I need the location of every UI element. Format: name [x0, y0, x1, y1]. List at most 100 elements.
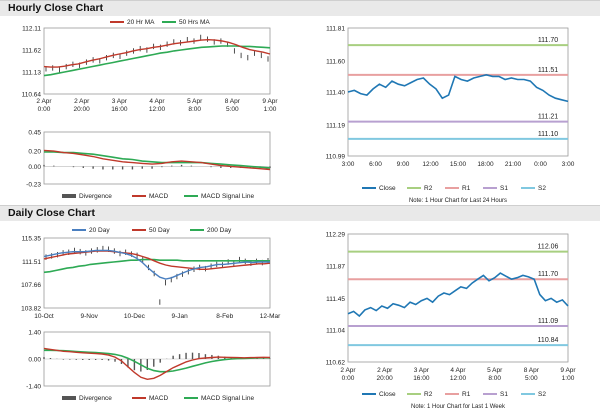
hourly-price-ma-chart: 112.11 111.62 111.13 110.64 20 Hr MA 50 Hrs M…: [22, 19, 279, 113]
levels-y-tick: 112.29: [326, 232, 346, 239]
hourly-macd-y-tick: 0.00: [28, 164, 41, 171]
legend-signal-label: MACD Signal Line: [201, 193, 254, 200]
daily-price-y-tick: 103.82: [21, 306, 41, 313]
hourly-macd-y-tick: 0.45: [28, 130, 41, 137]
signal-line: [44, 151, 271, 169]
hourly-macd-y-tick: -0.23: [26, 182, 41, 189]
daily-macd-y-tick: 0.00: [28, 357, 41, 364]
ma20-line: [43, 249, 270, 280]
legend-divergence-label: Divergence: [79, 395, 112, 402]
ma50-line: [43, 45, 271, 77]
plot-frame: [43, 237, 271, 309]
legend-divergence-swatch: [62, 194, 76, 198]
daily-price-y-tick: 115.35: [22, 236, 42, 243]
plot-frame: [347, 27, 569, 157]
hourly-price-x-tick: 2 Apr 20:00: [74, 98, 91, 113]
legend-r1-label: R1: [462, 391, 471, 398]
chart-note: Note: 1 Hour Chart for Last 24 Hours: [409, 198, 507, 204]
daily-price-ma-chart: 115.35 111.51 107.66 103.82 20 Day 50 Day 200 …: [21, 227, 281, 320]
hourly-levels-chart: 111.81 111.60 111.40 111.19 110.99 111.70 111.…: [326, 26, 575, 205]
daily-price-x-tick: 10-Dec: [124, 313, 146, 320]
daily-macd-y-tick: 1.40: [28, 330, 41, 337]
levels-y-tick: 111.45: [326, 296, 345, 303]
hourly-price-y-tick: 111.62: [22, 48, 41, 55]
daily-section-bar: [0, 205, 600, 221]
legend-r2-label: R2: [424, 391, 433, 398]
legend-macd-label: MACD: [149, 395, 168, 402]
hourly-price-x-tick: 3 Apr 16:00: [111, 98, 128, 113]
close-line: [347, 73, 569, 103]
levels-x-tick: 3 Apr 16:00: [413, 367, 430, 382]
levels-y-tick: 111.81: [326, 26, 345, 33]
level-r2-label: 111.70: [538, 37, 558, 44]
hourly-section-bar: [0, 0, 600, 16]
legend-s1-label: S1: [500, 391, 508, 398]
chart-note: Note: 1 Hour Chart for Last 1 Week: [411, 404, 506, 410]
legend-20day-label: 20 Day: [89, 227, 110, 234]
daily-price-x-tick: 12-Mar: [260, 313, 281, 320]
macd-line: [43, 347, 271, 381]
hourly-price-x-tick: 2 Apr 0:00: [36, 98, 52, 113]
daily-section-title: Daily Close Chart: [8, 207, 95, 219]
levels-x-tick: 21:00: [505, 161, 522, 168]
levels-x-tick: 2 Apr 20:00: [377, 367, 394, 382]
ma50-line: [43, 250, 271, 270]
hourly-price-y-tick: 112.11: [22, 26, 41, 33]
legend-divergence-label: Divergence: [79, 193, 112, 200]
levels-x-tick: 9 Apr 1:00: [560, 367, 576, 382]
legend-r2-label: R2: [424, 185, 433, 192]
levels-x-tick: 18:00: [477, 161, 494, 168]
daily-price-y-tick: 107.66: [21, 282, 41, 289]
daily-price-x-tick: 9-Nov: [81, 313, 99, 320]
legend-s1-label: S1: [500, 185, 508, 192]
daily-price-x-tick: 9-Jan: [171, 313, 188, 320]
hourly-price-x-tick: 9 Apr 1:00: [262, 98, 278, 113]
level-s1-label: 111.21: [538, 114, 558, 121]
levels-x-tick: 6:00: [369, 161, 382, 168]
legend-ma50-label: 50 Hrs MA: [179, 19, 210, 26]
hourly-section-title: Hourly Close Chart: [8, 2, 104, 14]
daily-price-x-tick: 8-Feb: [216, 313, 233, 320]
daily-levels-chart: 112.29 111.87 111.45 111.04 110.62 112.06 111.…: [326, 232, 577, 411]
levels-x-tick: 12:00: [422, 161, 439, 168]
daily-macd-chart: 1.40 0.00 -1.40 Divergence MACD MACD Signal L…: [26, 330, 271, 402]
hourly-macd-y-tick: 0.20: [28, 149, 41, 156]
levels-y-tick: 111.87: [326, 264, 345, 271]
levels-x-tick: 9:00: [397, 161, 410, 168]
levels-y-tick: 111.19: [326, 122, 345, 129]
legend-50day-label: 50 Day: [149, 227, 170, 234]
hourly-price-x-tick: 5 Apr 8:00: [187, 98, 203, 113]
levels-x-tick: 4 Apr 12:00: [450, 367, 467, 382]
levels-y-tick: 110.62: [326, 360, 346, 367]
ma20-line: [43, 38, 271, 68]
hourly-price-x-tick: 8 Apr 5:00: [225, 98, 241, 113]
daily-price-y-tick: 111.51: [22, 259, 41, 266]
legend-ma20-label: 20 Hr MA: [127, 19, 155, 26]
close-line: [347, 272, 569, 318]
hourly-price-y-tick: 110.64: [22, 92, 42, 99]
legend-200day-label: 200 Day: [207, 227, 232, 234]
legend-divergence-swatch: [62, 396, 76, 400]
legend-s2-label: S2: [538, 391, 546, 398]
levels-x-tick: 8 Apr 5:00: [524, 367, 540, 382]
plot-frame: [43, 131, 271, 185]
legend-signal-label: MACD Signal Line: [201, 395, 254, 402]
levels-y-tick: 111.04: [326, 327, 345, 334]
daily-macd-y-tick: -1.40: [26, 384, 41, 391]
hourly-price-x-tick: 4 Apr 12:00: [149, 98, 166, 113]
plot-frame: [347, 233, 569, 363]
levels-y-tick: 110.99: [326, 154, 346, 161]
levels-x-tick: 3:00: [342, 161, 355, 168]
ma200-line: [43, 258, 270, 274]
hourly-price-y-tick: 111.13: [22, 70, 41, 77]
macd-line: [43, 149, 271, 171]
legend-r1-label: R1: [462, 185, 471, 192]
legend-macd-label: MACD: [149, 193, 168, 200]
hourly-macd-chart: 0.45 0.20 0.00 -0.23 Divergence MACD MACD Sign…: [26, 130, 271, 200]
plot-frame: [43, 27, 271, 95]
signal-line: [44, 349, 270, 373]
levels-x-tick: 5 Apr 8:00: [487, 367, 503, 382]
level-s2-label: 110.84: [538, 337, 559, 344]
level-s1-label: 111.09: [538, 318, 558, 325]
level-r1-label: 111.70: [538, 271, 558, 278]
